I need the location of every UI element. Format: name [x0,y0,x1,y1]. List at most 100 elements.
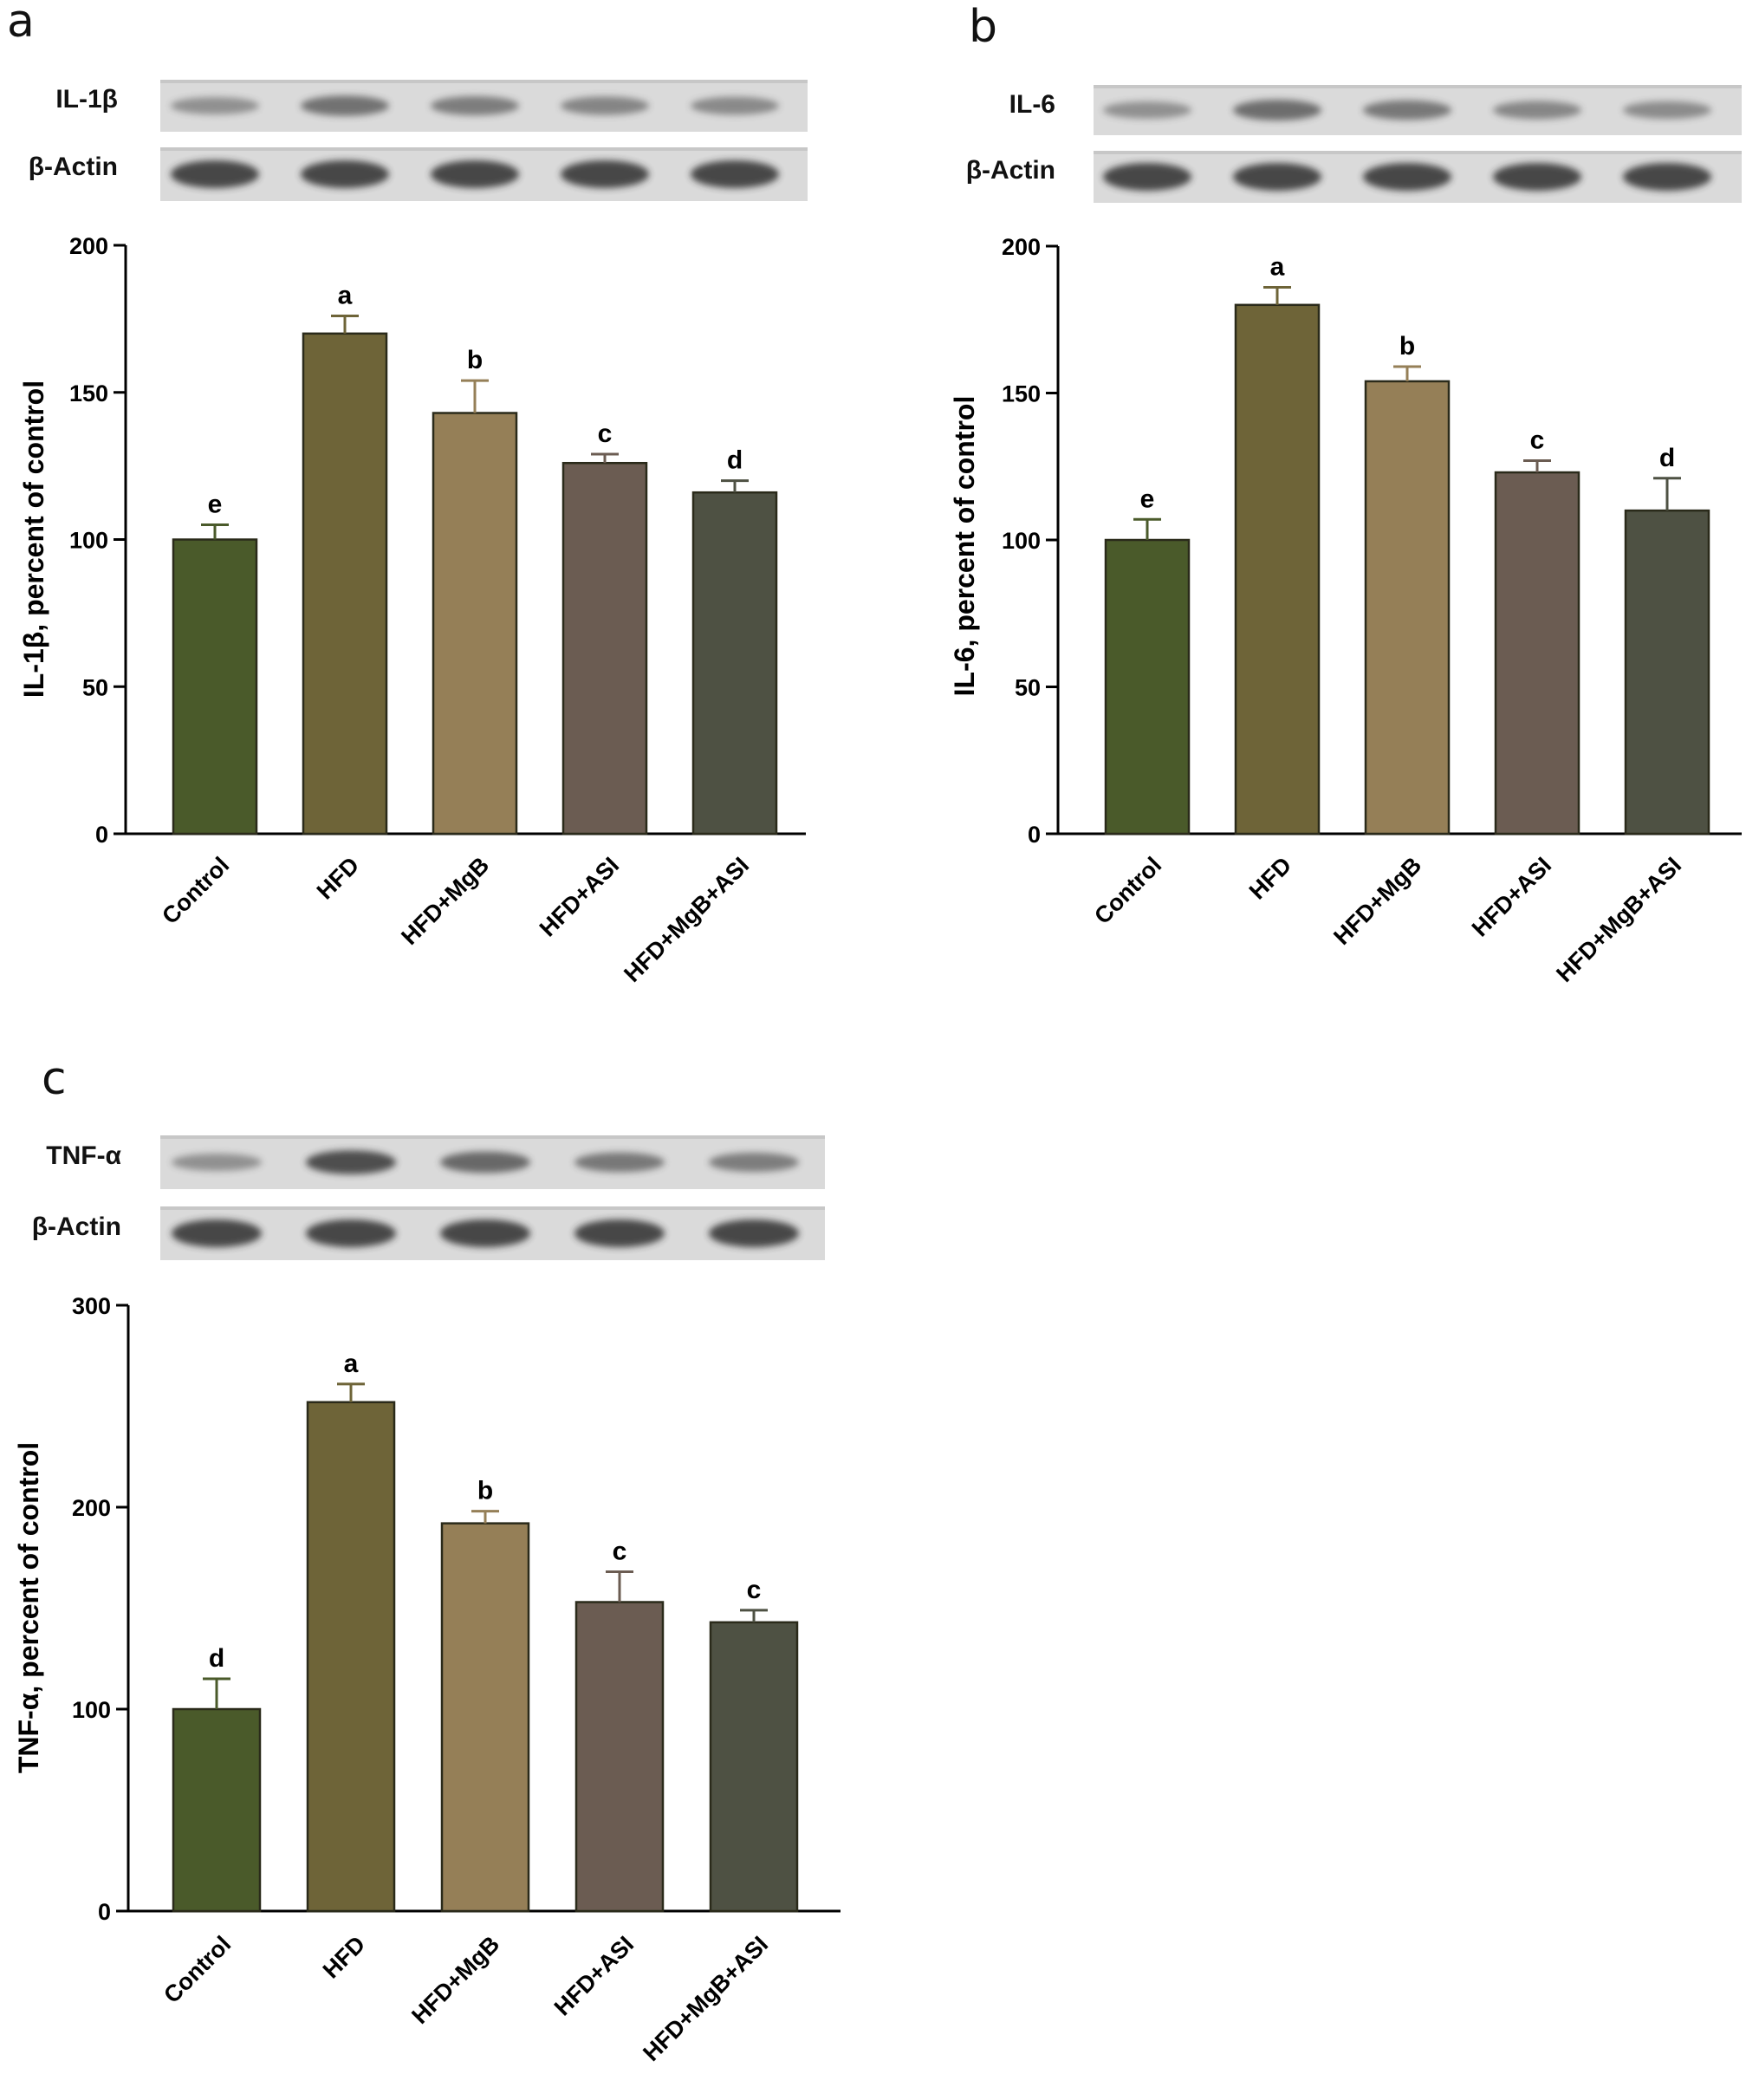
y-tick-label: 100 [69,528,108,554]
significance-letter: a [338,281,353,309]
blot-edge [1094,85,1742,88]
bar-hfd-asi [1494,471,1581,835]
y-tick-label: 0 [1028,822,1041,848]
blot-band [1363,163,1451,191]
blot-band [691,96,779,115]
x-category-label: HFD [318,1931,370,1983]
x-category-label: HFD [1244,852,1296,904]
significance-letter: a [344,1349,359,1378]
y-tick-label: 150 [1002,381,1041,407]
y-tick-label: 50 [82,674,108,700]
blot-strip-target [160,1135,825,1189]
blot-label: IL-6 [1009,90,1055,119]
blot-label: β-Actin [29,153,118,181]
y-tick-label: 150 [69,380,108,406]
significance-letter: a [1270,252,1285,281]
significance-letter: d [1659,444,1675,472]
blot-band [574,1152,665,1173]
significance-letter: d [727,446,743,475]
blot-band [709,1219,799,1247]
significance-letter: e [208,491,223,519]
y-tick-label: 100 [72,1697,111,1723]
bar-hfd-mgb-asi [691,491,778,835]
bar-control [1104,538,1191,835]
bar-hfd-asi [574,1601,665,1913]
x-category-label: HFD+MgB+ASI [638,1931,773,2066]
blot-strip-target [160,80,808,132]
blot-band [1493,101,1581,120]
blot-label: β-Actin [32,1213,121,1241]
significance-letter: c [747,1576,762,1604]
significance-letter: c [598,419,613,448]
blot-band [1363,100,1451,120]
x-category-label: HFD+MgB [406,1931,504,2029]
panel-a: IL-1β β-Actin 0 50 100 150 200 IL-1β, percent o… [18,80,808,987]
blot-strip-actin [1094,151,1742,203]
blot-strip-actin [160,147,808,201]
blot-label: β-Actin [966,156,1055,185]
blot-band [561,96,649,115]
blot-band [561,160,649,188]
x-category-label: HFD+ASI [1467,852,1556,941]
significance-letter: e [1140,484,1155,513]
panel-a-letter: a [7,0,35,48]
blot-band [709,1152,799,1173]
blot-edge [160,1206,825,1210]
y-axis-label: TNF-α, percent of control [13,1442,44,1773]
significance-letter: c [1530,426,1545,454]
bar-hfd [302,332,388,835]
blot-band [1103,163,1191,191]
bar-hfd-mgb [440,1522,530,1913]
blot-band [172,1219,262,1247]
blot-band [1233,163,1321,191]
panel-b: IL-6 β-Actin 0 50 100 150 200 IL-6, percent of … [949,85,1742,987]
x-category-label: HFD+MgB [396,852,494,950]
bar-hfd-asi [561,461,648,835]
y-tick-label: 0 [95,822,108,848]
blot-band [172,1154,262,1171]
x-category-label: HFD+MgB [1328,852,1426,950]
blot-band [301,160,389,188]
significance-letter: b [467,346,483,374]
blot-band [301,95,389,116]
blot-band [1103,101,1191,119]
blot-band [440,1151,530,1174]
y-axis-label: IL-1β, percent of control [18,380,49,698]
blot-band [440,1219,530,1247]
blot-label: IL-1β [55,85,118,114]
blot-edge [160,80,808,83]
bar-control [172,1707,262,1913]
blot-strip-target [1094,85,1742,135]
bar-hfd-mgb [1364,380,1451,835]
blot-band [171,97,259,114]
blot-strip-actin [160,1206,825,1260]
blot-band [171,160,259,188]
bar-hfd-mgb [432,412,518,835]
y-tick-label: 200 [72,1495,111,1521]
blot-edge [160,1135,825,1139]
bar-hfd-mgb-asi [709,1621,799,1913]
y-tick-label: 300 [72,1293,111,1319]
y-axis-label: IL-6, percent of control [949,396,980,697]
blot-band [691,160,779,188]
x-category-label: HFD+MgB+ASI [619,852,754,987]
x-category-label: HFD [312,852,364,904]
blot-band [1493,163,1581,191]
significance-letter: d [209,1644,224,1673]
y-tick-label: 100 [1002,528,1041,554]
blot-band [1623,163,1711,191]
blot-edge [160,147,808,151]
y-tick-label: 0 [98,1899,111,1925]
x-category-label: Control [1089,852,1166,929]
x-category-label: HFD+ASI [549,1931,639,2020]
significance-letter: b [477,1477,493,1505]
significance-letter: c [613,1538,627,1566]
panel-c: TNF-α β-Actin 0 100 200 300 TNF-α, percent of … [13,1135,841,2066]
blot-band [431,160,519,188]
blot-band [306,1150,396,1174]
bar-control [172,538,258,835]
blot-edge [1094,151,1742,154]
bar-hfd [306,1401,396,1913]
x-category-label: HFD+MgB+ASI [1551,852,1686,987]
